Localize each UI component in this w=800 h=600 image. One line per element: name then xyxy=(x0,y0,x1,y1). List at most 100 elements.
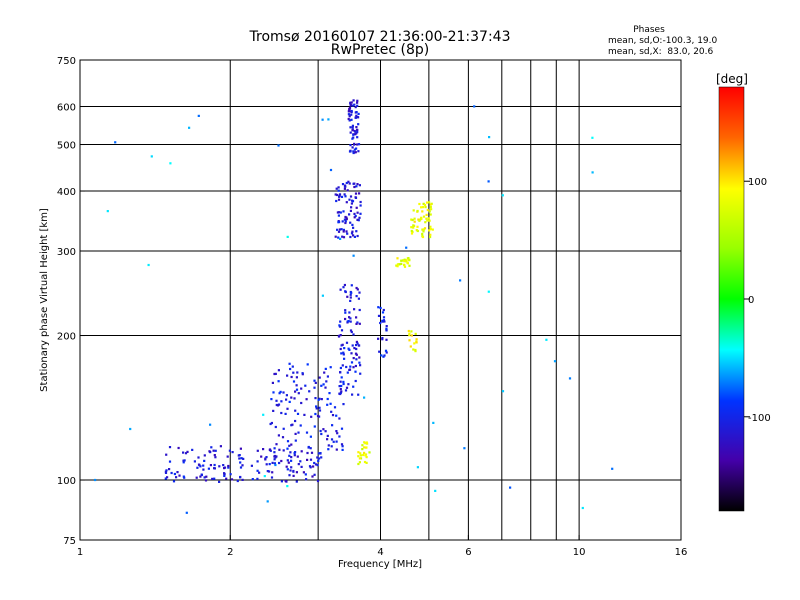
data-point xyxy=(410,334,413,337)
data-point xyxy=(350,291,353,294)
data-point xyxy=(223,467,226,470)
data-point xyxy=(318,376,321,379)
data-point xyxy=(340,376,343,379)
data-point xyxy=(350,109,353,113)
data-point xyxy=(408,339,411,342)
data-point xyxy=(314,397,317,400)
data-point xyxy=(268,470,271,473)
data-point xyxy=(272,391,275,394)
data-point xyxy=(429,225,432,228)
data-point xyxy=(415,338,418,341)
data-point xyxy=(350,361,354,364)
data-point xyxy=(413,220,416,223)
data-point xyxy=(348,368,351,371)
data-point xyxy=(339,334,342,337)
x-tick-label: 16 xyxy=(675,547,688,558)
data-point xyxy=(319,429,322,433)
data-point xyxy=(202,464,205,467)
data-point xyxy=(421,210,424,213)
data-point xyxy=(358,344,361,347)
data-point xyxy=(381,311,385,314)
data-point xyxy=(414,348,417,352)
data-point xyxy=(295,384,298,387)
data-point xyxy=(275,399,278,402)
data-point xyxy=(424,206,427,209)
data-point xyxy=(349,320,352,323)
data-point xyxy=(320,398,323,401)
data-point xyxy=(271,461,274,464)
data-point xyxy=(293,454,296,457)
data-point xyxy=(170,471,173,475)
data-point xyxy=(339,288,342,291)
data-point xyxy=(357,393,360,396)
y-axis-label: Stationary phase Virtual Height [km] xyxy=(39,208,50,392)
data-point xyxy=(410,218,413,221)
data-point xyxy=(355,185,358,188)
data-point xyxy=(297,392,300,395)
data-point xyxy=(313,473,316,476)
data-point xyxy=(271,471,274,474)
data-point xyxy=(429,203,432,206)
data-point xyxy=(354,379,357,383)
y-tick-label: 300 xyxy=(57,247,76,258)
data-point xyxy=(168,468,171,471)
data-point xyxy=(312,465,315,468)
data-point xyxy=(340,352,343,355)
data-point xyxy=(346,371,349,374)
data-point xyxy=(236,479,239,483)
data-point xyxy=(501,194,504,197)
data-point xyxy=(318,406,321,409)
data-point xyxy=(352,133,355,136)
data-point xyxy=(270,398,273,401)
data-point xyxy=(364,454,367,457)
data-point xyxy=(268,463,271,466)
data-point xyxy=(422,228,426,231)
data-point xyxy=(357,462,360,466)
y-tick-label: 400 xyxy=(57,187,76,198)
data-point xyxy=(405,246,408,249)
data-point xyxy=(338,228,341,231)
data-point xyxy=(288,444,291,447)
data-point xyxy=(355,147,358,150)
data-point xyxy=(349,329,353,332)
data-point xyxy=(422,215,426,218)
data-point xyxy=(309,435,312,438)
data-point xyxy=(355,230,358,233)
data-point xyxy=(408,264,411,267)
data-point xyxy=(352,226,355,229)
y-tick-label: 500 xyxy=(57,141,76,152)
data-point xyxy=(265,463,268,466)
colorbar-tick-label: 0 xyxy=(748,295,754,306)
data-point xyxy=(365,446,368,449)
data-point xyxy=(359,200,362,204)
data-point xyxy=(408,259,411,262)
data-point xyxy=(230,478,234,481)
data-point xyxy=(345,218,348,221)
data-point xyxy=(428,229,431,232)
data-point xyxy=(344,290,347,294)
data-point xyxy=(364,442,367,445)
data-point xyxy=(350,206,353,209)
data-point xyxy=(218,465,221,468)
data-point xyxy=(286,447,289,450)
data-point xyxy=(355,353,358,356)
data-point xyxy=(354,196,357,199)
data-point xyxy=(229,473,232,476)
data-point xyxy=(340,390,343,393)
data-point xyxy=(382,355,385,358)
data-point xyxy=(354,214,357,218)
data-point xyxy=(250,464,253,467)
data-point xyxy=(337,230,341,233)
data-point xyxy=(331,424,334,427)
data-point xyxy=(346,232,349,235)
data-point xyxy=(291,423,294,426)
data-point xyxy=(396,263,399,266)
data-point xyxy=(344,221,347,225)
data-point xyxy=(395,264,398,267)
data-point xyxy=(337,186,340,189)
data-point xyxy=(591,171,594,174)
data-point xyxy=(350,118,353,121)
data-point xyxy=(351,393,354,396)
data-point xyxy=(349,103,352,107)
data-point xyxy=(354,364,357,368)
